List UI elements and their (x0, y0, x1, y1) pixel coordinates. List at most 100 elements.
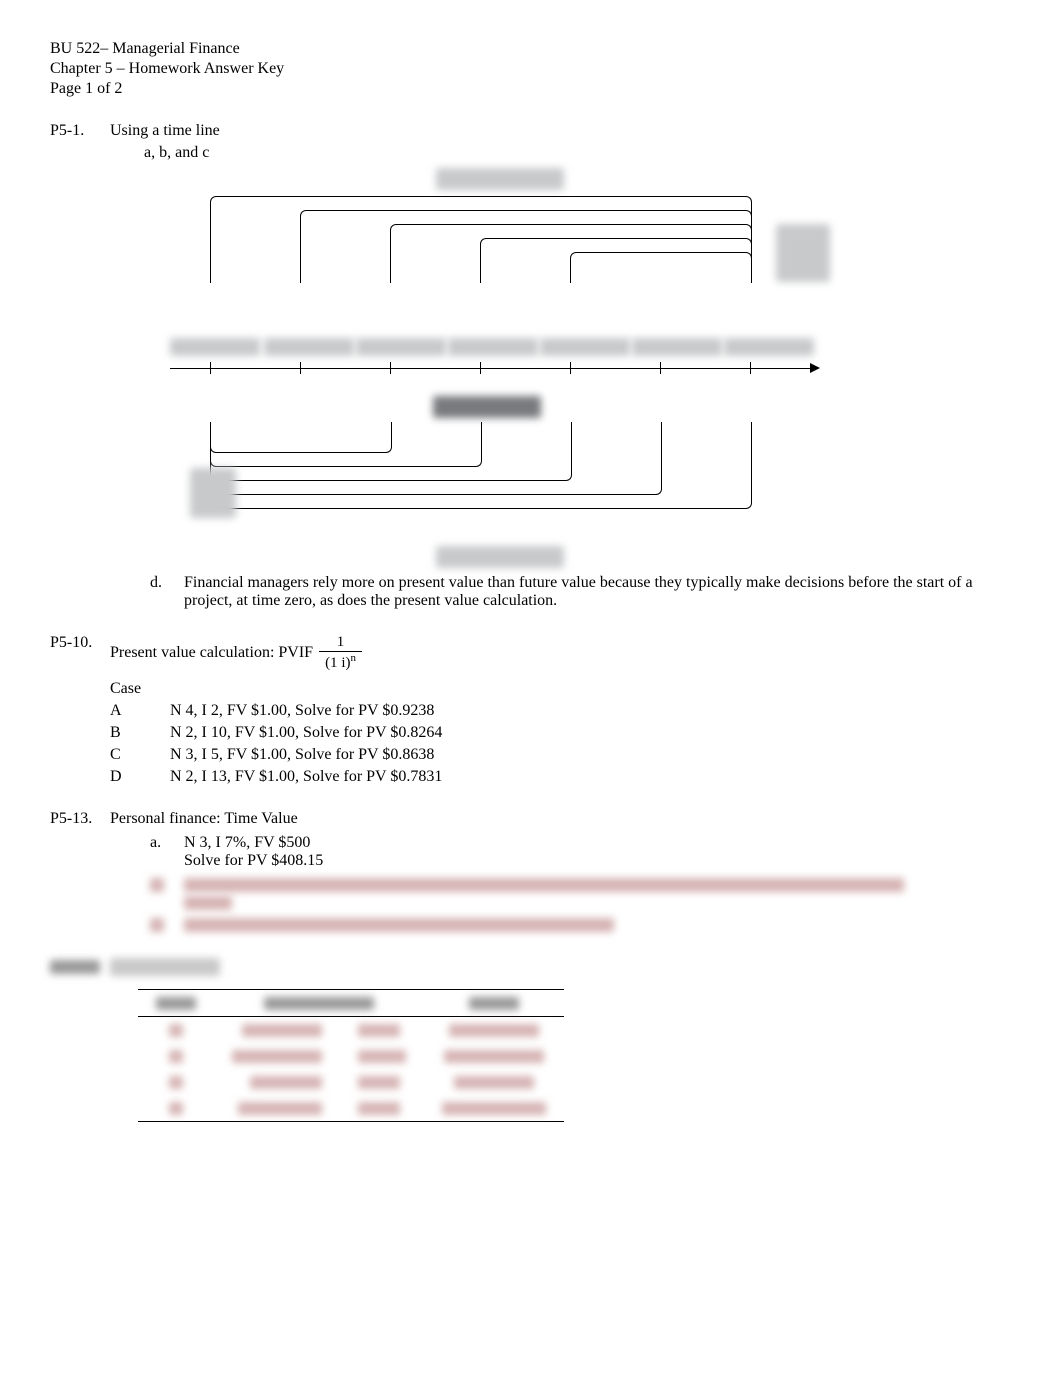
fv-box-blur (776, 224, 830, 282)
case-label: D (110, 768, 170, 786)
problem-title: Personal finance: Time Value (110, 810, 1012, 828)
problem-p5-1: P5-1. Using a time line a, b, and c (50, 122, 1012, 162)
problem-number-blur (50, 958, 110, 976)
case-text: N 4, I 2, FV $1.00, Solve for PV $0.9238 (170, 702, 1012, 720)
table-cell-blur (214, 1017, 340, 1044)
p5-1-d: d. Financial managers rely more on prese… (150, 574, 1012, 610)
page-number: Page 1 of 2 (50, 80, 1012, 98)
timeline-diagram (170, 168, 830, 568)
table-header-blur (214, 990, 424, 1017)
year-label-blur (170, 338, 260, 356)
year-label-blur (540, 338, 630, 356)
table-cell-blur (340, 1043, 424, 1069)
sub-b-label (150, 876, 184, 912)
case-header: Case (110, 680, 170, 698)
case-label: A (110, 702, 170, 720)
a-line1: N 3, I 7%, FV $500 (184, 834, 1012, 852)
axis-tick (480, 362, 481, 374)
axis-arrow-icon (810, 363, 820, 373)
table-row (138, 1069, 564, 1095)
sub-d-label: d. (150, 574, 184, 610)
fraction-denominator: (1 i)n (319, 651, 362, 672)
table-row (138, 1043, 564, 1069)
table-row (138, 1017, 564, 1044)
sub-c-label (150, 916, 184, 934)
table-cell-blur (424, 1017, 564, 1044)
discounting-label-blur (436, 546, 564, 568)
problem-number: P5-1. (50, 122, 110, 140)
problem-p5-23 (50, 958, 1012, 981)
year-label-blur (448, 338, 538, 356)
problem-number: P5-13. (50, 810, 110, 828)
formula-prefix: Present value calculation: PVIF (110, 644, 313, 662)
blur-text (184, 878, 904, 892)
perpetuity-table (138, 989, 564, 1122)
table-cell-blur (138, 1017, 214, 1044)
fraction: 1 (1 i)n (319, 634, 362, 672)
table-cell-blur (340, 1069, 424, 1095)
axis-tick (390, 362, 391, 374)
compounding-label-blur (436, 168, 564, 190)
problem-number: P5-10. (50, 634, 110, 652)
page-header: BU 522– Managerial Finance Chapter 5 – H… (50, 40, 1012, 98)
discount-label-blur (433, 396, 541, 418)
year-label-blur (356, 338, 446, 356)
table-cell-blur (214, 1043, 340, 1069)
pvif-formula: Present value calculation: PVIF 1 (1 i)n (110, 634, 362, 672)
compounding-arc (570, 252, 752, 283)
case-row: BN 2, I 10, FV $1.00, Solve for PV $0.82… (110, 724, 1012, 742)
problem-title: Using a time line (110, 122, 1012, 140)
case-row: AN 4, I 2, FV $1.00, Solve for PV $0.923… (110, 702, 1012, 720)
axis-tick (570, 362, 571, 374)
table-row (138, 1095, 564, 1122)
case-row: DN 2, I 13, FV $1.00, Solve for PV $0.78… (110, 768, 1012, 786)
table-cell-blur (138, 1095, 214, 1122)
axis-tick (300, 362, 301, 374)
discounting-arc (210, 422, 392, 453)
case-row: CN 3, I 5, FV $1.00, Solve for PV $0.863… (110, 746, 1012, 764)
case-text: N 3, I 5, FV $1.00, Solve for PV $0.8638 (170, 746, 1012, 764)
table-cell-blur (214, 1069, 340, 1095)
table-cell-blur (424, 1069, 564, 1095)
year-label-blur (632, 338, 722, 356)
table-cell-blur (424, 1043, 564, 1069)
problem-p5-10: P5-10. Present value calculation: PVIF 1… (50, 634, 1012, 672)
p5-13-c (150, 916, 1012, 934)
sub-abc: a, b, and c (144, 144, 1012, 162)
blur-text (184, 896, 232, 910)
a-line2: Solve for PV $408.15 (184, 852, 1012, 870)
timeline-axis (170, 368, 810, 369)
year-label-blur (724, 338, 814, 356)
perpetuities-title-blur (110, 958, 220, 976)
table-cell-blur (424, 1095, 564, 1122)
problem-p5-13: P5-13. Personal finance: Time Value (50, 810, 1012, 828)
blur-text (50, 960, 100, 974)
table-cell-blur (138, 1043, 214, 1069)
case-text: N 2, I 10, FV $1.00, Solve for PV $0.826… (170, 724, 1012, 742)
table-cell-blur (214, 1095, 340, 1122)
fraction-numerator: 1 (331, 634, 351, 651)
axis-tick (210, 362, 211, 374)
chapter-title: Chapter 5 – Homework Answer Key (50, 60, 1012, 78)
case-label: B (110, 724, 170, 742)
case-label: C (110, 746, 170, 764)
table-cell-blur (340, 1017, 424, 1044)
table-header-blur (138, 990, 214, 1017)
c-blur-text (184, 916, 1012, 934)
pv-box-blur (190, 468, 236, 518)
blur-text (184, 918, 614, 932)
year-label-blur (264, 338, 354, 356)
table-cell-blur (138, 1069, 214, 1095)
case-table: Case AN 4, I 2, FV $1.00, Solve for PV $… (110, 680, 1012, 786)
p5-13-b (150, 876, 1012, 912)
axis-tick (750, 362, 751, 374)
table-header-blur (424, 990, 564, 1017)
b-blur-text (184, 876, 1012, 912)
table-cell-blur (340, 1095, 424, 1122)
sub-a-label: a. (150, 834, 184, 870)
p5-13-a: a. N 3, I 7%, FV $500 Solve for PV $408.… (150, 834, 1012, 870)
course-title: BU 522– Managerial Finance (50, 40, 1012, 58)
sub-d-text: Financial managers rely more on present … (184, 574, 1012, 610)
axis-tick (660, 362, 661, 374)
case-text: N 2, I 13, FV $1.00, Solve for PV $0.783… (170, 768, 1012, 786)
